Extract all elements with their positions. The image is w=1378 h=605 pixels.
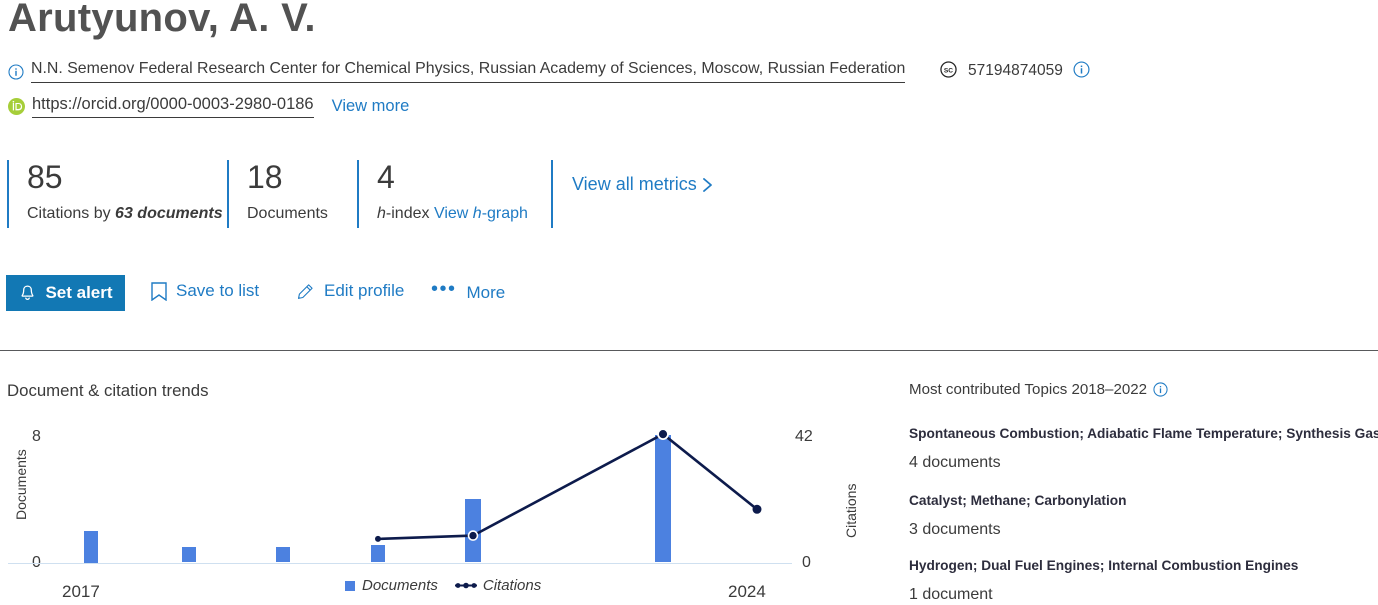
svg-text:SC: SC (944, 67, 953, 74)
